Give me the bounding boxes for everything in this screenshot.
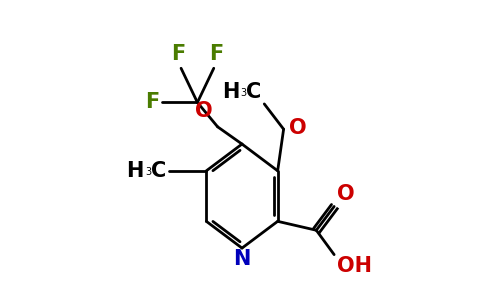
Text: F: F: [145, 92, 159, 112]
Text: C: C: [151, 161, 166, 181]
Text: N: N: [233, 249, 251, 269]
Text: O: O: [337, 184, 355, 203]
Text: OH: OH: [337, 256, 372, 276]
Text: F: F: [171, 44, 185, 64]
Text: $_3$: $_3$: [145, 164, 152, 178]
Text: C: C: [245, 82, 261, 102]
Text: $_3$: $_3$: [240, 85, 247, 99]
Text: F: F: [210, 44, 224, 64]
Text: H: H: [126, 161, 144, 181]
Text: O: O: [195, 101, 212, 122]
Text: H: H: [222, 82, 239, 102]
Text: O: O: [289, 118, 306, 138]
